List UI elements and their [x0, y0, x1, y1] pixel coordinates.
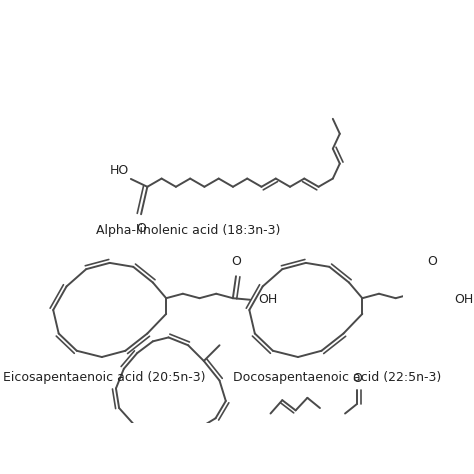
Text: HO: HO [110, 164, 129, 177]
Text: Docosapentaenoic acid (22:5n-3): Docosapentaenoic acid (22:5n-3) [233, 371, 441, 384]
Text: O: O [352, 372, 362, 385]
Text: O: O [427, 255, 437, 268]
Text: O: O [136, 222, 146, 235]
Text: Eicosapentaenoic acid (20:5n-3): Eicosapentaenoic acid (20:5n-3) [3, 371, 205, 384]
Text: O: O [231, 255, 241, 268]
Text: Alpha-linolenic acid (18:3n-3): Alpha-linolenic acid (18:3n-3) [96, 224, 280, 237]
Text: OH: OH [258, 293, 277, 306]
Text: OH: OH [454, 293, 474, 306]
